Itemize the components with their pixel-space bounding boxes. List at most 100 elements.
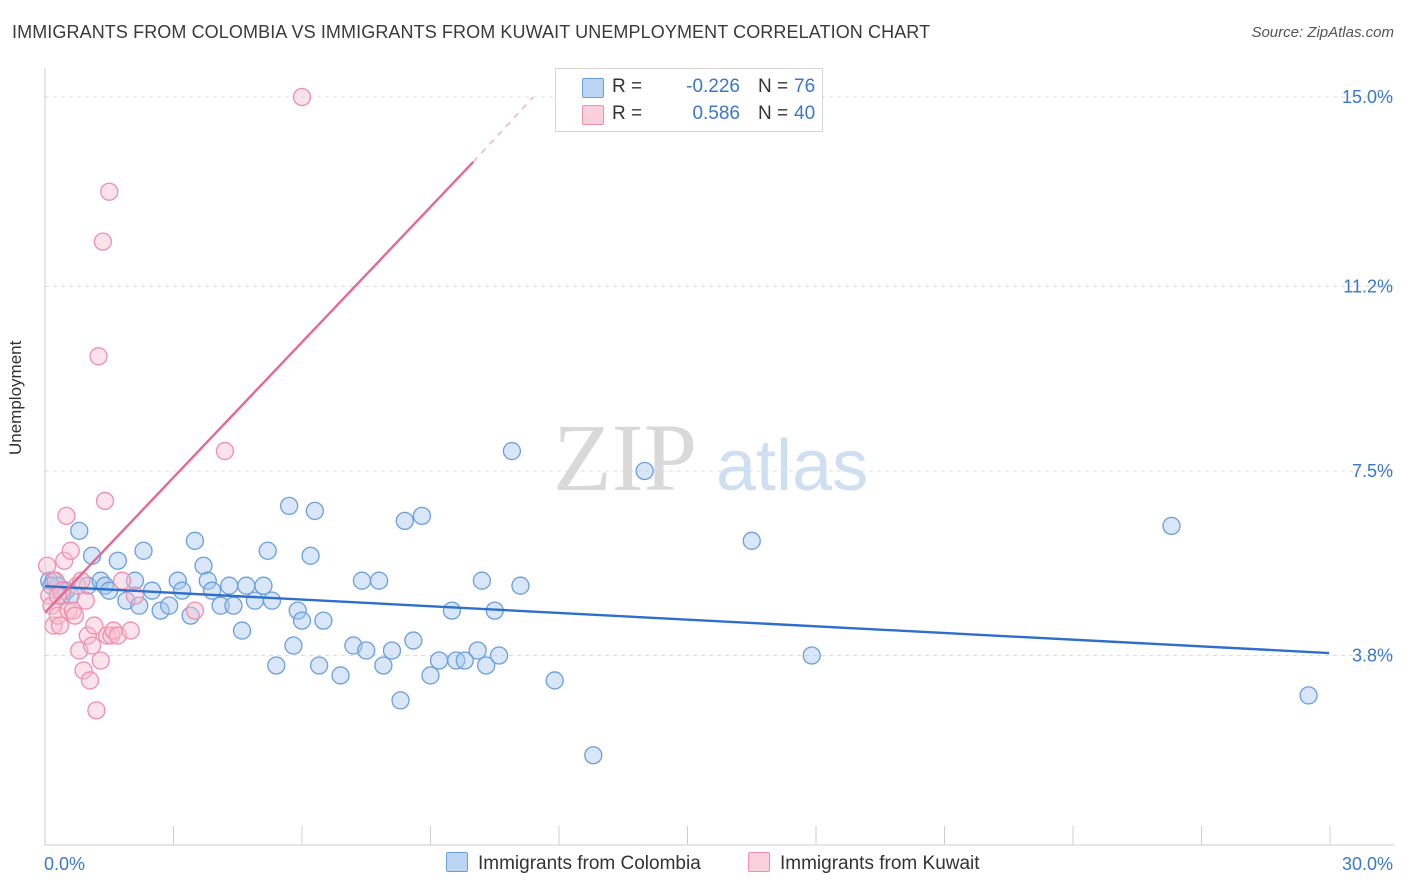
point-colombia	[472, 571, 492, 590]
point-colombia	[151, 601, 170, 620]
legend-swatch-kuwait	[582, 105, 604, 125]
point-kuwait	[112, 571, 132, 590]
point-kuwait	[292, 87, 312, 107]
point-kuwait	[82, 636, 102, 655]
point-colombia	[168, 571, 187, 590]
y-tick-label: 7.5%	[1352, 461, 1393, 481]
point-colombia	[584, 746, 603, 765]
point-kuwait	[78, 626, 97, 645]
point-colombia	[237, 576, 256, 595]
point-kuwait	[37, 556, 57, 575]
point-colombia	[284, 636, 303, 655]
legend-swatch-colombia	[582, 78, 604, 98]
watermark-atlas: atlas	[716, 426, 868, 506]
point-colombia	[421, 666, 440, 685]
point-colombia	[352, 571, 372, 590]
point-kuwait	[93, 232, 112, 251]
legend-n-label: N =	[758, 103, 789, 124]
legend-n-value-kuwait: 40	[794, 103, 816, 124]
point-colombia	[429, 651, 449, 670]
point-kuwait	[87, 701, 106, 720]
point-colombia	[374, 656, 393, 675]
point-colombia	[185, 531, 205, 550]
point-colombia	[224, 596, 243, 615]
point-colombia	[130, 596, 149, 615]
point-colombia	[211, 596, 230, 615]
point-kuwait	[215, 441, 235, 461]
bottom-legend-kuwait: Immigrants from Kuwait	[748, 852, 980, 875]
point-kuwait	[48, 586, 67, 605]
point-colombia	[1299, 686, 1318, 705]
point-colombia	[489, 646, 509, 665]
correlation-legend: R = -0.226 N = 76 R = 0.586 N = 40	[555, 68, 823, 132]
point-colombia	[1162, 516, 1181, 536]
trend-line-kuwait-extension	[472, 96, 534, 163]
point-kuwait	[50, 616, 70, 635]
point-kuwait	[57, 506, 76, 526]
point-colombia	[198, 571, 217, 590]
x-tick-label-min: 0.0%	[44, 854, 85, 874]
point-colombia	[254, 576, 273, 595]
point-colombia	[369, 571, 389, 590]
point-colombia	[742, 531, 761, 550]
legend-n-label: N =	[758, 76, 789, 97]
point-kuwait	[76, 591, 95, 610]
point-colombia	[455, 651, 474, 670]
point-colombia	[468, 641, 487, 660]
point-kuwait	[185, 601, 205, 620]
point-colombia	[314, 611, 333, 630]
watermark-zip: ZIP	[553, 404, 697, 511]
chart-title: IMMIGRANTS FROM COLOMBIA VS IMMIGRANTS F…	[12, 22, 931, 42]
point-kuwait	[55, 551, 74, 570]
point-colombia	[262, 591, 282, 610]
y-tick-label: 15.0%	[1342, 87, 1393, 107]
y-tick-label: 11.2%	[1343, 276, 1393, 296]
point-colombia	[511, 576, 530, 595]
point-colombia	[279, 496, 299, 516]
point-colombia	[309, 656, 329, 675]
point-kuwait	[80, 671, 100, 690]
point-colombia	[477, 656, 496, 675]
point-colombia	[391, 691, 410, 710]
point-colombia	[404, 631, 423, 650]
bottom-legend-label-kuwait: Immigrants from Kuwait	[780, 853, 980, 874]
point-kuwait	[95, 491, 115, 511]
point-colombia	[258, 541, 277, 560]
bottom-legend-swatch-colombia	[446, 852, 468, 872]
bottom-legend-label-colombia: Immigrants from Colombia	[478, 853, 701, 874]
x-tick-label-max: 30.0%	[1342, 854, 1393, 874]
point-colombia	[108, 551, 127, 570]
point-kuwait	[100, 182, 119, 201]
point-kuwait	[61, 541, 80, 560]
gridlines	[45, 96, 1395, 657]
point-colombia	[220, 576, 239, 595]
trend-line-colombia	[44, 584, 1330, 655]
bottom-legend-colombia: Immigrants from Colombia	[446, 852, 701, 875]
point-colombia	[232, 621, 252, 640]
point-colombia	[331, 666, 350, 685]
point-colombia	[305, 501, 325, 521]
point-colombia	[70, 521, 89, 540]
point-kuwait	[44, 616, 63, 635]
point-colombia	[442, 601, 462, 620]
y-tick-label: 3.8%	[1352, 646, 1393, 666]
axes	[44, 68, 1395, 846]
point-kuwait	[85, 616, 104, 635]
trend-lines	[44, 96, 1330, 655]
bottom-legend-swatch-kuwait	[748, 852, 770, 872]
point-colombia	[412, 506, 432, 526]
source-label: Source: ZipAtlas.com	[1251, 24, 1394, 41]
point-kuwait	[91, 651, 110, 670]
point-kuwait	[121, 621, 140, 640]
point-colombia	[301, 546, 320, 565]
point-kuwait	[46, 571, 65, 590]
point-colombia	[357, 641, 376, 660]
point-colombia	[635, 461, 654, 481]
point-colombia	[125, 571, 145, 590]
point-colombia	[395, 511, 414, 531]
point-colombia	[160, 596, 179, 615]
point-colombia	[202, 581, 222, 600]
legend-n-value-colombia: 76	[794, 76, 816, 97]
y-tick-labels: 3.8% 7.5% 11.2% 15.0%	[1342, 87, 1393, 666]
legend-r-value-colombia: -0.226	[686, 76, 740, 97]
